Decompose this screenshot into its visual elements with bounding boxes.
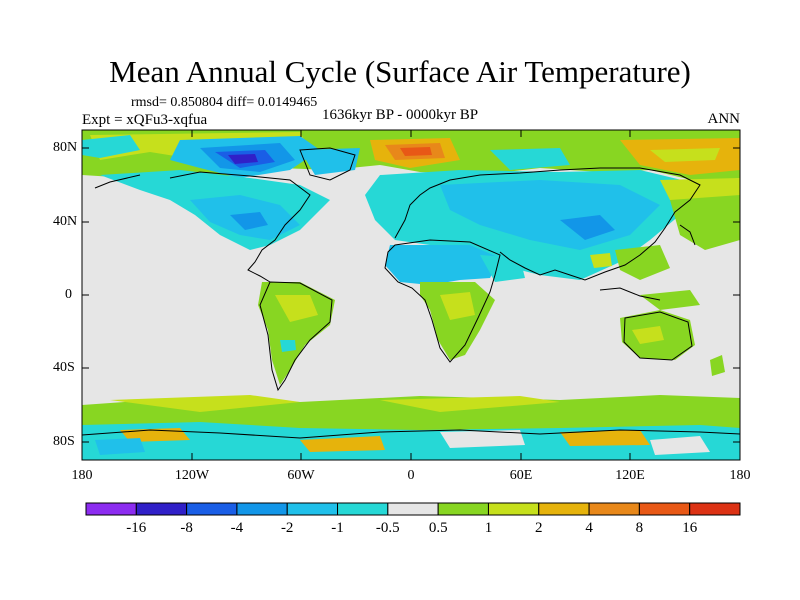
eurasia-anomalies xyxy=(365,170,740,280)
colorbar-label: 0.5 xyxy=(428,520,448,536)
map-panel xyxy=(82,130,740,460)
colorbar-label: -4 xyxy=(230,520,244,536)
colorbar-swatch xyxy=(437,502,489,516)
colorbar-swatch xyxy=(638,502,691,516)
figure-title: Mean Annual Cycle (Surface Air Temperatu… xyxy=(109,54,691,89)
x-tick-label-180w: 180 xyxy=(71,468,93,483)
colorbar-swatch xyxy=(135,502,188,516)
coastline-antarctica xyxy=(82,429,740,439)
x-tick-label-60e: 60E xyxy=(509,468,533,483)
colorbar-swatch xyxy=(236,502,288,516)
colorbar-label: 16 xyxy=(682,520,698,536)
y-tick-label-40n: 40N xyxy=(53,214,78,229)
colorbar-label: 2 xyxy=(535,520,543,536)
colorbar-label: 1 xyxy=(484,520,493,536)
x-ticks xyxy=(81,130,741,460)
colorbar-swatch xyxy=(487,502,540,516)
x-tick-label-180e: 180 xyxy=(729,468,751,483)
colorbar-label: -1 xyxy=(331,520,344,536)
coastlines xyxy=(82,147,740,439)
oceania-anomalies xyxy=(620,290,725,376)
colorbar-swatch xyxy=(286,502,339,516)
coastline-greenland xyxy=(299,147,356,181)
north-america-anomalies xyxy=(100,170,330,250)
colorbar-swatch xyxy=(85,502,137,516)
y-tick-label-80s: 80S xyxy=(53,434,75,449)
period-label: 1636kyr BP - 0000kyr BP xyxy=(321,107,479,123)
coastline-africa xyxy=(384,239,501,363)
coastline-eurasia xyxy=(394,167,701,281)
coastline-japan xyxy=(679,224,696,246)
coastline-north-america xyxy=(169,171,311,283)
antarctic-anomalies xyxy=(82,395,740,460)
experiment-label: Expt = xQFu3-xqfua xyxy=(82,112,208,128)
coastline-indonesia xyxy=(599,287,661,301)
x-tick-label-120w: 120W xyxy=(174,468,210,483)
stats-label: rmsd= 0.850804 diff= 0.0149465 xyxy=(131,95,318,110)
south-america-anomalies xyxy=(258,282,335,385)
y-tick-label-0: 0 xyxy=(65,287,72,302)
colorbar xyxy=(85,502,741,516)
coastline-south-america xyxy=(259,281,333,392)
colorbar-swatch xyxy=(689,502,741,516)
colorbar-swatch xyxy=(538,502,590,516)
colorbar-label: 4 xyxy=(585,520,593,536)
colorbar-swatch xyxy=(337,502,389,516)
y-tick-label-40s: 40S xyxy=(53,360,75,375)
colorbar-label: -8 xyxy=(180,520,193,536)
colorbar-swatch xyxy=(186,502,238,516)
y-tick-label-80n: 80N xyxy=(53,140,78,155)
colorbar-label: -0.5 xyxy=(375,520,400,536)
coastline-australia xyxy=(623,311,693,361)
colorbar-swatch xyxy=(387,502,439,516)
colorbar-label: 8 xyxy=(635,520,644,536)
coastline-alaska xyxy=(94,174,141,189)
arctic-anomalies xyxy=(82,130,740,182)
season-label: ANN xyxy=(707,111,741,127)
colorbar-label: -2 xyxy=(280,520,294,536)
x-tick-label-60w: 60W xyxy=(287,468,315,483)
colorbar-swatch xyxy=(588,502,640,516)
colorbar-label: -16 xyxy=(126,520,147,536)
y-ticks xyxy=(82,147,740,443)
x-tick-label-0: 0 xyxy=(407,468,415,483)
x-tick-label-120e: 120E xyxy=(615,468,645,483)
